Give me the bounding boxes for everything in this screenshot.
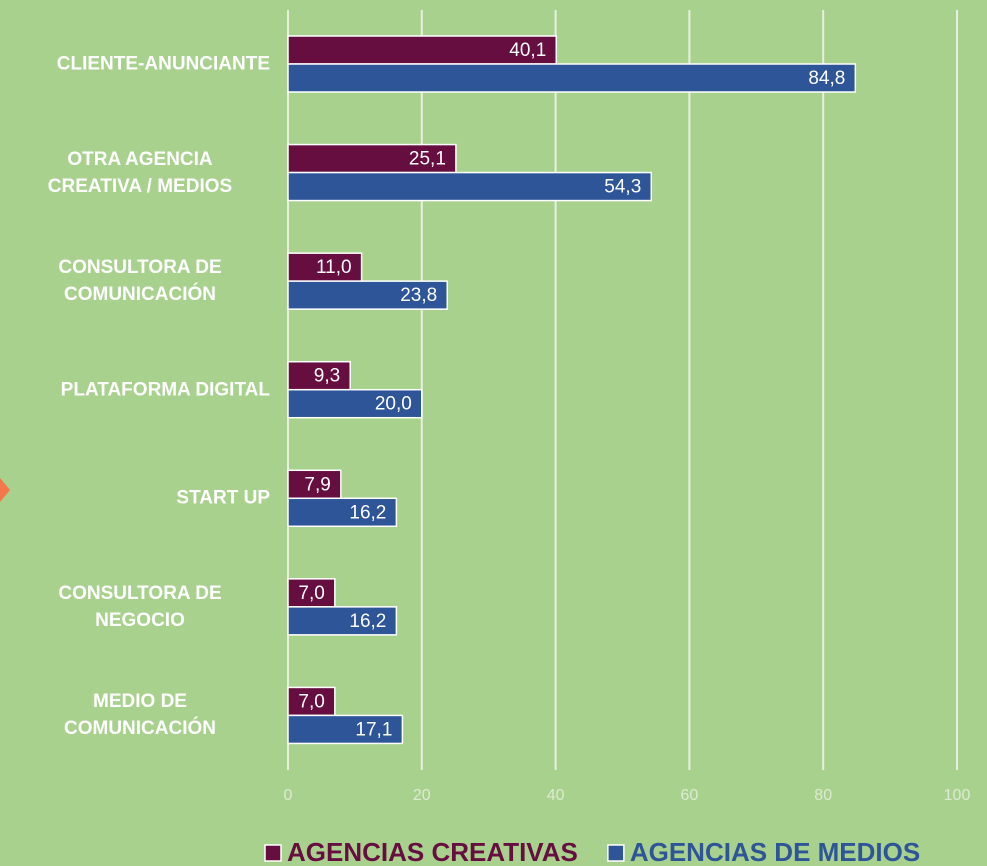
category-label: CONSULTORA DE COMUNICACIÓN: [58, 257, 222, 306]
bar: [287, 469, 342, 500]
category-label: CLIENTE-ANUNCIANTE: [56, 53, 270, 75]
bar: [287, 497, 398, 528]
x-tick-label: 0: [284, 787, 293, 804]
x-tick-label: 60: [681, 787, 699, 804]
value-label: 40,1: [509, 40, 546, 61]
value-label: 84,8: [808, 68, 845, 89]
category-label: PLATAFORMA DIGITAL: [60, 379, 270, 401]
bar: [287, 360, 351, 391]
x-tick-label: 100: [944, 787, 971, 804]
bar: [287, 280, 448, 310]
legend-label: AGENCIAS DE MEDIOS: [630, 837, 920, 866]
value-label: 7,0: [298, 583, 324, 604]
category-label: START UP: [176, 487, 270, 509]
value-label: 25,1: [409, 149, 446, 170]
category-label: CONSULTORA DE NEGOCIO: [58, 582, 222, 631]
bar: [287, 714, 404, 745]
decoration-arrow: [0, 478, 10, 502]
x-tick-label: 20: [413, 787, 431, 804]
x-tick-label: 80: [814, 787, 832, 804]
value-label: 17,1: [355, 719, 392, 740]
bar: [287, 171, 653, 202]
value-label: 16,2: [349, 502, 386, 523]
bar: [287, 578, 336, 608]
legend-swatch: [264, 844, 282, 862]
value-label: 11,0: [316, 257, 352, 278]
value-label: 54,3: [604, 177, 641, 198]
category-label: OTRA AGENCIA CREATIVA / MEDIOS: [47, 148, 233, 197]
value-label: 16,2: [349, 611, 386, 632]
x-tick-label: 40: [547, 787, 565, 804]
bar: [287, 388, 423, 419]
value-label: 7,0: [298, 691, 324, 712]
bar: [287, 63, 857, 93]
value-label: 7,9: [304, 474, 330, 495]
bar: [287, 252, 363, 282]
value-label: 9,3: [314, 366, 340, 387]
value-label: 20,0: [375, 394, 412, 415]
category-label: MEDIO DE COMUNICACIÓN: [64, 691, 216, 740]
bar: [287, 143, 457, 174]
legend-swatch: [607, 844, 625, 862]
bar: [287, 35, 558, 65]
value-label: 23,8: [400, 285, 437, 306]
bar: [287, 606, 398, 636]
legend-label: AGENCIAS CREATIVAS: [287, 837, 578, 866]
